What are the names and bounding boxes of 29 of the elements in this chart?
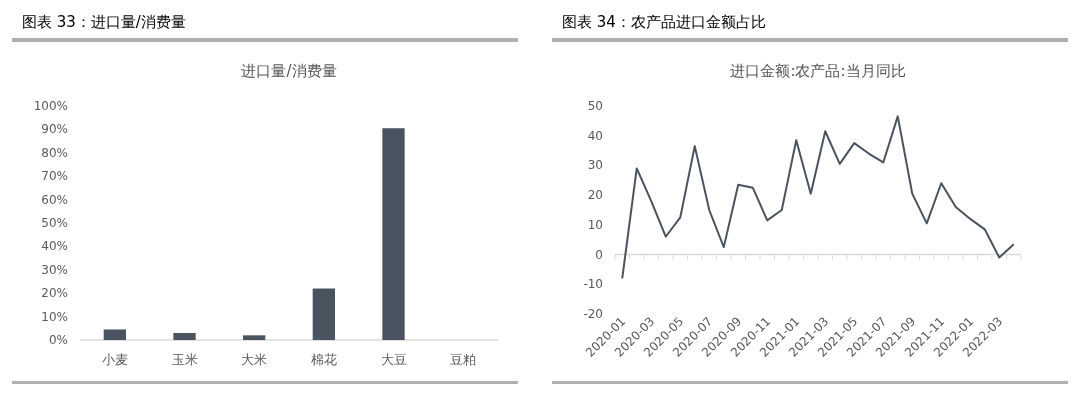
y-tick-label: 60% xyxy=(41,192,68,207)
y-tick-label: 10 xyxy=(587,217,603,232)
y-tick-label: -20 xyxy=(583,307,603,321)
y-tick-label: 0% xyxy=(48,333,68,347)
x-tick-label: 大米 xyxy=(241,352,268,367)
y-tick-label: 20 xyxy=(587,188,603,203)
y-tick-label: 40 xyxy=(587,128,603,143)
chart-subtitle: 进口量/消费量 xyxy=(241,62,337,80)
y-tick-label: -10 xyxy=(583,277,603,292)
chart-title: 图表 33：进口量/消费量 xyxy=(22,13,186,31)
y-tick-label: 0 xyxy=(595,247,603,262)
y-tick-label: 80% xyxy=(41,145,68,160)
x-tick-label: 大豆 xyxy=(380,352,407,367)
y-tick-label: 100% xyxy=(33,99,68,113)
chart-title: 图表 34：农产品进口金额占比 xyxy=(562,13,766,31)
x-tick-label: 小麦 xyxy=(101,352,128,367)
y-tick-label: 30% xyxy=(41,262,68,277)
chart-subtitle: 进口金额:农产品:当月同比 xyxy=(730,62,906,80)
y-tick-label: 20% xyxy=(41,286,68,301)
y-tick-label: 50 xyxy=(587,99,603,113)
x-tick-label: 棉花 xyxy=(310,352,337,367)
y-tick-label: 10% xyxy=(41,309,68,324)
y-tick-label: 30 xyxy=(587,158,603,173)
y-tick-label: 40% xyxy=(41,239,68,254)
x-tick-label: 豆粕 xyxy=(450,352,477,367)
y-tick-label: 70% xyxy=(41,169,68,184)
x-tick-label: 玉米 xyxy=(171,352,198,367)
y-tick-label: 50% xyxy=(41,216,68,230)
y-tick-label: 90% xyxy=(41,122,68,137)
